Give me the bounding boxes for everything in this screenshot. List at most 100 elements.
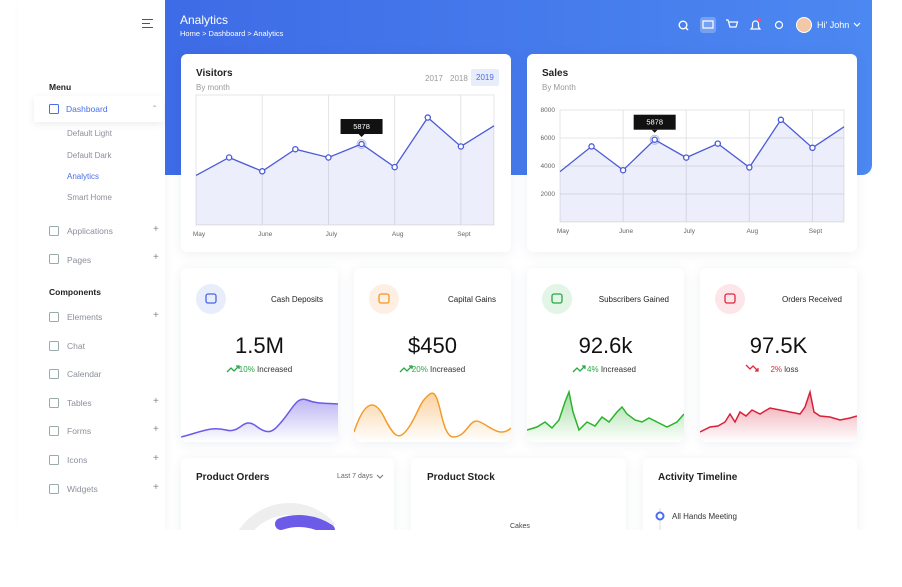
chevron[interactable] xyxy=(853,22,861,27)
highlight-ring xyxy=(356,139,367,150)
submenu-item[interactable]: Analytics xyxy=(67,172,100,181)
sparkline-area xyxy=(354,393,511,442)
sparkline-line xyxy=(181,398,338,438)
card-subtitle: By Month xyxy=(542,83,576,92)
menu-toggle[interactable] xyxy=(142,19,153,28)
point xyxy=(588,143,595,150)
icon xyxy=(49,483,59,494)
x-tick-label: June xyxy=(258,231,272,238)
sparkline xyxy=(354,392,511,442)
panel-title: Product Stock xyxy=(427,472,495,483)
y-tick-label: 4000 xyxy=(541,163,556,170)
icon xyxy=(49,226,59,236)
tooltip-label: 5878 xyxy=(353,122,370,131)
change-trend: Increased xyxy=(600,365,636,374)
active-row[interactable] xyxy=(34,96,164,122)
card-subtitle: By month xyxy=(196,83,230,92)
year-tab[interactable]: 2017 xyxy=(425,74,443,83)
cart-icon[interactable] xyxy=(726,19,739,28)
expand[interactable]: + xyxy=(153,310,159,321)
stat-value: $450 xyxy=(408,333,457,358)
y-tick-label: 8000 xyxy=(541,107,556,114)
stat-value: 92.6k xyxy=(578,333,633,358)
bell-icon[interactable] xyxy=(749,20,762,30)
point xyxy=(424,114,432,121)
menu-item[interactable]: Applications xyxy=(67,226,113,236)
timeline-dot xyxy=(655,511,665,521)
search-icon[interactable] xyxy=(678,20,688,30)
donut-track xyxy=(235,503,336,542)
stat-graphics xyxy=(354,284,511,442)
collapse[interactable]: - xyxy=(153,101,157,112)
stat-icon-bg xyxy=(715,284,745,314)
menu-item[interactable]: Icons xyxy=(67,455,88,465)
menu-item[interactable]: Elements xyxy=(67,312,103,322)
year-tab[interactable]: 2018 xyxy=(450,74,468,83)
stat-title: Cash Deposits xyxy=(270,295,323,304)
sparkline-line xyxy=(700,389,857,433)
sparkline-line xyxy=(354,392,511,438)
expand[interactable]: + xyxy=(153,453,159,464)
locate-icon[interactable] xyxy=(774,20,784,30)
stat-icon-bg xyxy=(196,284,226,314)
change-percent: 2% xyxy=(770,365,783,374)
menu-item[interactable]: Widgets xyxy=(67,483,98,494)
sales-card: Sales By Month 2000 4000 6000 8000 May June Ju… xyxy=(527,54,857,252)
stat-icon xyxy=(205,293,217,304)
point xyxy=(391,163,398,171)
menu-item[interactable]: Calendar xyxy=(67,369,102,380)
point xyxy=(809,144,816,152)
point xyxy=(358,140,365,148)
x-tick-label: Aug xyxy=(747,228,759,235)
submenu-item[interactable]: Smart Home xyxy=(67,193,112,202)
avatar[interactable] xyxy=(796,17,812,33)
menu-item[interactable]: Forms xyxy=(67,426,92,437)
sparkline-area xyxy=(527,392,684,442)
menu-item[interactable]: Tables xyxy=(67,397,92,408)
line xyxy=(559,118,845,173)
point xyxy=(292,145,299,153)
menu-item[interactable]: Dashboard xyxy=(66,104,108,114)
x-tick-label: Sept xyxy=(457,231,471,238)
chart: May June July Aug Sept 5878 xyxy=(193,94,495,238)
tooltip-tip xyxy=(358,134,365,138)
year-tab-active[interactable]: 2019 xyxy=(471,69,499,86)
stat-graphics xyxy=(527,284,684,442)
submenu-item[interactable]: Default Dark xyxy=(67,151,112,160)
stat-title: Orders Received xyxy=(781,295,842,304)
page-title: Analytics xyxy=(180,13,229,27)
filter[interactable]: Last 7 days xyxy=(337,473,373,480)
user-name[interactable]: Hi' John xyxy=(817,20,850,30)
card-title: Sales xyxy=(542,68,569,79)
menu-item[interactable]: Pages xyxy=(67,255,92,265)
sparkline-line xyxy=(527,389,684,432)
point xyxy=(746,164,753,171)
breadcrumb[interactable]: Home > Dashboard > Analytics xyxy=(180,29,284,38)
toolbar xyxy=(678,17,861,33)
submenu-item[interactable]: Default Light xyxy=(67,129,112,138)
badge xyxy=(757,18,761,22)
change-percent: 4% xyxy=(587,365,599,374)
expand[interactable]: + xyxy=(153,224,159,235)
x-tick-label: May xyxy=(557,228,570,235)
stat-card: Subscribers Gained 92.6k 4% Increased xyxy=(527,268,684,442)
expand[interactable]: + xyxy=(153,395,159,407)
tooltip-label: 5878 xyxy=(646,118,663,127)
stat-icon-bg xyxy=(542,284,572,314)
card-title: Visitors xyxy=(196,68,233,79)
sparkline-area xyxy=(700,392,857,442)
icon xyxy=(49,340,59,351)
point xyxy=(682,154,690,161)
expand[interactable]: + xyxy=(153,252,159,263)
sparkline xyxy=(700,389,857,442)
sparkline xyxy=(527,389,684,442)
expand[interactable]: + xyxy=(153,424,159,436)
expand[interactable]: + xyxy=(153,481,159,493)
line xyxy=(195,116,495,176)
icon xyxy=(49,312,59,322)
menu-item[interactable]: Chat xyxy=(67,340,85,351)
area xyxy=(196,117,494,225)
x-tick-label: June xyxy=(619,228,633,235)
stat-change: 10% Increased xyxy=(187,365,338,374)
